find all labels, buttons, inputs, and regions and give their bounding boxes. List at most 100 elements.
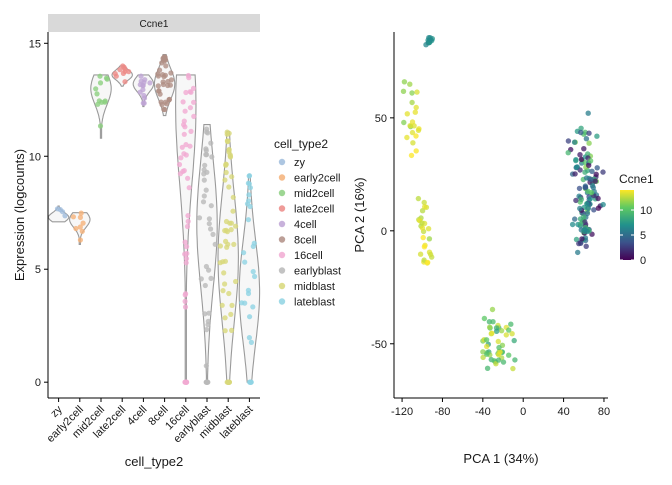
point-earlyblast xyxy=(204,327,210,333)
pca-point-16cell xyxy=(500,359,507,365)
point-4cell xyxy=(137,89,143,95)
point-zy xyxy=(62,213,68,219)
legend-key-lateblast xyxy=(278,298,286,305)
point-16cell xyxy=(182,292,188,298)
point-midblast xyxy=(224,129,230,135)
pca-point-mid2cell xyxy=(401,119,407,126)
point-16cell xyxy=(182,298,188,304)
pca-point-midblast xyxy=(582,184,589,191)
pca-point-earlyblast xyxy=(578,129,584,136)
pca-point-16cell xyxy=(506,327,512,333)
point-earlyblast xyxy=(201,177,207,183)
pca-point-16cell xyxy=(493,328,500,334)
pca-point-lateblast xyxy=(577,216,584,222)
point-16cell xyxy=(185,175,191,181)
point-earlyblast xyxy=(202,282,208,289)
point-lateblast xyxy=(246,181,252,187)
point-midblast xyxy=(226,184,232,190)
pca-x-ticks: -120 -80 -40 0 40 80 xyxy=(391,398,610,418)
point-mid2cell xyxy=(93,86,99,92)
violin-x-axis-title: cell_type2 xyxy=(125,454,184,469)
pca-x-axis-title: PCA 1 (34%) xyxy=(463,451,538,466)
point-8cell xyxy=(156,88,162,94)
colorbar-tick-label: 0 xyxy=(640,255,646,267)
pca-point-16cell xyxy=(510,365,516,372)
violin-earlyblast xyxy=(196,124,218,383)
pca-point-earlyblast xyxy=(585,110,591,116)
point-16cell xyxy=(182,239,188,245)
point-earlyblast xyxy=(203,363,209,369)
pca-x-tick-label: 0 xyxy=(520,406,526,418)
legend-label-earlyblast: earlyblast xyxy=(294,266,341,278)
violin-panel: Ccne1 0 5 10 15 zyearly2cellmid2celllate2ce… xyxy=(12,14,261,469)
legend-label-late2cell: late2cell xyxy=(294,204,334,216)
point-8cell xyxy=(168,70,174,76)
pca-point-8cell xyxy=(420,234,426,241)
pca-point-16cell xyxy=(506,352,512,358)
point-earlyblast xyxy=(200,199,207,205)
point-zy xyxy=(57,207,63,213)
point-earlyblast xyxy=(201,193,207,199)
point-late2cell xyxy=(126,69,132,75)
facet-strip-label: Ccne1 xyxy=(140,19,169,30)
pca-point-midblast xyxy=(594,165,600,171)
point-earlyblast xyxy=(202,162,208,168)
point-8cell xyxy=(166,96,172,102)
pca-point-mid2cell xyxy=(401,79,408,85)
point-earlyblast xyxy=(206,221,212,227)
violin-midblast xyxy=(217,130,239,383)
point-early2cell xyxy=(77,214,83,220)
legend-key-16cell xyxy=(278,251,286,259)
violin-y-ticks: 0 5 10 15 xyxy=(29,38,48,389)
point-lateblast xyxy=(246,335,252,341)
point-midblast xyxy=(224,229,230,235)
pca-point-lateblast xyxy=(584,228,590,235)
colorbar-tick-label: 5 xyxy=(640,230,646,242)
point-midblast xyxy=(221,270,227,276)
point-lateblast xyxy=(241,250,247,256)
pca-point-16cell xyxy=(512,357,518,363)
point-midblast xyxy=(231,241,237,247)
pca-point-midblast xyxy=(587,196,593,202)
legend-label-mid2cell: mid2cell xyxy=(294,188,334,200)
point-early2cell xyxy=(70,214,76,220)
point-16cell xyxy=(180,99,186,105)
point-16cell xyxy=(183,142,189,148)
point-midblast xyxy=(229,174,235,180)
pca-point-late2cell xyxy=(411,123,417,129)
point-midblast xyxy=(220,288,226,294)
pca-point-early2cell xyxy=(427,37,434,43)
pca-point-mid2cell xyxy=(414,89,420,95)
pca-point-earlyblast xyxy=(577,152,583,158)
pca-point-earlyblast xyxy=(565,138,572,144)
point-16cell xyxy=(188,89,194,95)
point-16cell xyxy=(185,213,191,219)
pca-point-midblast xyxy=(600,169,606,175)
point-midblast xyxy=(229,302,235,308)
violin-x-tick-label: 4cell xyxy=(125,404,149,428)
point-16cell xyxy=(183,89,189,96)
pca-point-late2cell xyxy=(413,133,419,139)
point-8cell xyxy=(162,106,168,113)
pca-point-lateblast xyxy=(585,205,592,212)
point-16cell xyxy=(182,304,189,310)
pca-point-earlyblast xyxy=(578,156,585,162)
point-lateblast xyxy=(251,240,257,246)
pca-point-8cell xyxy=(421,244,428,250)
legend-label-16cell: 16cell xyxy=(294,250,323,262)
point-4cell xyxy=(140,100,146,106)
point-16cell xyxy=(185,218,191,224)
pca-point-midblast xyxy=(587,158,594,164)
point-earlyblast xyxy=(208,275,214,281)
point-midblast xyxy=(233,278,239,285)
point-mid2cell xyxy=(97,80,104,86)
pca-point-midblast xyxy=(584,201,590,207)
facet-strip xyxy=(48,14,260,32)
pca-plot-area xyxy=(400,35,606,372)
point-8cell xyxy=(168,77,174,83)
point-16cell xyxy=(182,108,188,114)
point-earlyblast xyxy=(203,187,209,193)
violin-plot-area xyxy=(47,54,261,385)
pca-point-midblast xyxy=(593,171,599,177)
